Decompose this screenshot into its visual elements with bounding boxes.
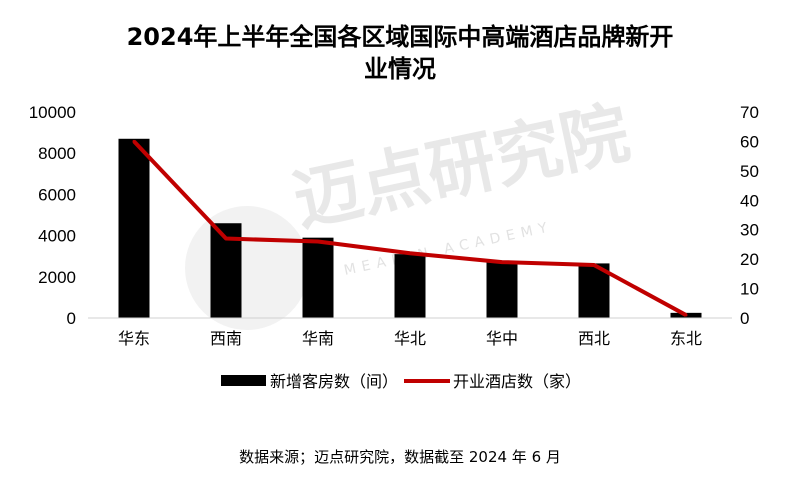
legend-bar-swatch	[221, 375, 266, 386]
bar-series	[118, 138, 702, 318]
chart-title-line-2: 业情况	[364, 55, 436, 83]
y-right-tick-label: 70	[740, 103, 759, 122]
bar	[394, 254, 426, 318]
bar	[486, 261, 518, 318]
y-right-tick-label: 50	[740, 162, 759, 181]
y-right-tick-label: 20	[740, 250, 759, 269]
line-point	[684, 313, 688, 317]
line-point	[408, 251, 412, 255]
y-left-tick-label: 4000	[38, 227, 76, 246]
y-right-tick-label: 10	[740, 280, 759, 299]
x-category-label: 华中	[486, 329, 518, 348]
line-series	[132, 139, 688, 317]
x-category-label: 华南	[302, 329, 334, 348]
line-point	[132, 139, 136, 143]
bar	[302, 237, 334, 318]
x-category-label: 华北	[394, 329, 426, 348]
legend-line-label: 开业酒店数（家）	[453, 372, 581, 391]
y-axis-right: 0 10 20 30 40 50 60 70	[740, 103, 759, 328]
x-category-label: 东北	[670, 329, 702, 348]
y-right-tick-label: 60	[740, 132, 759, 151]
x-axis-categories: 华东 西南 华南 华北 华中 西北 东北	[118, 329, 702, 348]
x-category-label: 西北	[578, 329, 610, 348]
y-left-tick-label: 2000	[38, 268, 76, 287]
watermark-main: 迈点研究院	[287, 94, 636, 242]
line-point	[592, 263, 596, 267]
legend-bar-label: 新增客房数（间）	[270, 372, 398, 391]
y-right-tick-label: 0	[740, 309, 749, 328]
y-right-tick-label: 40	[740, 191, 759, 210]
y-left-tick-label: 6000	[38, 185, 76, 204]
chart-title-line-1: 2024年上半年全国各区域国际中高端酒店品牌新开	[127, 23, 674, 51]
line-point	[500, 260, 504, 264]
bar	[118, 138, 150, 318]
y-left-tick-label: 10000	[29, 103, 76, 122]
y-left-tick-label: 0	[67, 309, 76, 328]
legend: 新增客房数（间） 开业酒店数（家）	[221, 372, 581, 391]
y-right-tick-label: 30	[740, 221, 759, 240]
source-note: 数据来源；迈点研究院，数据截至 2024 年 6 月	[239, 448, 561, 466]
watermark-logo-icon	[185, 206, 309, 330]
x-category-label: 西南	[210, 329, 242, 348]
line-point	[224, 237, 228, 241]
y-axis-left: 0 2000 4000 6000 8000 10000	[29, 103, 76, 328]
y-left-tick-label: 8000	[38, 144, 76, 163]
x-category-label: 华东	[118, 329, 150, 348]
line-point	[316, 239, 320, 243]
